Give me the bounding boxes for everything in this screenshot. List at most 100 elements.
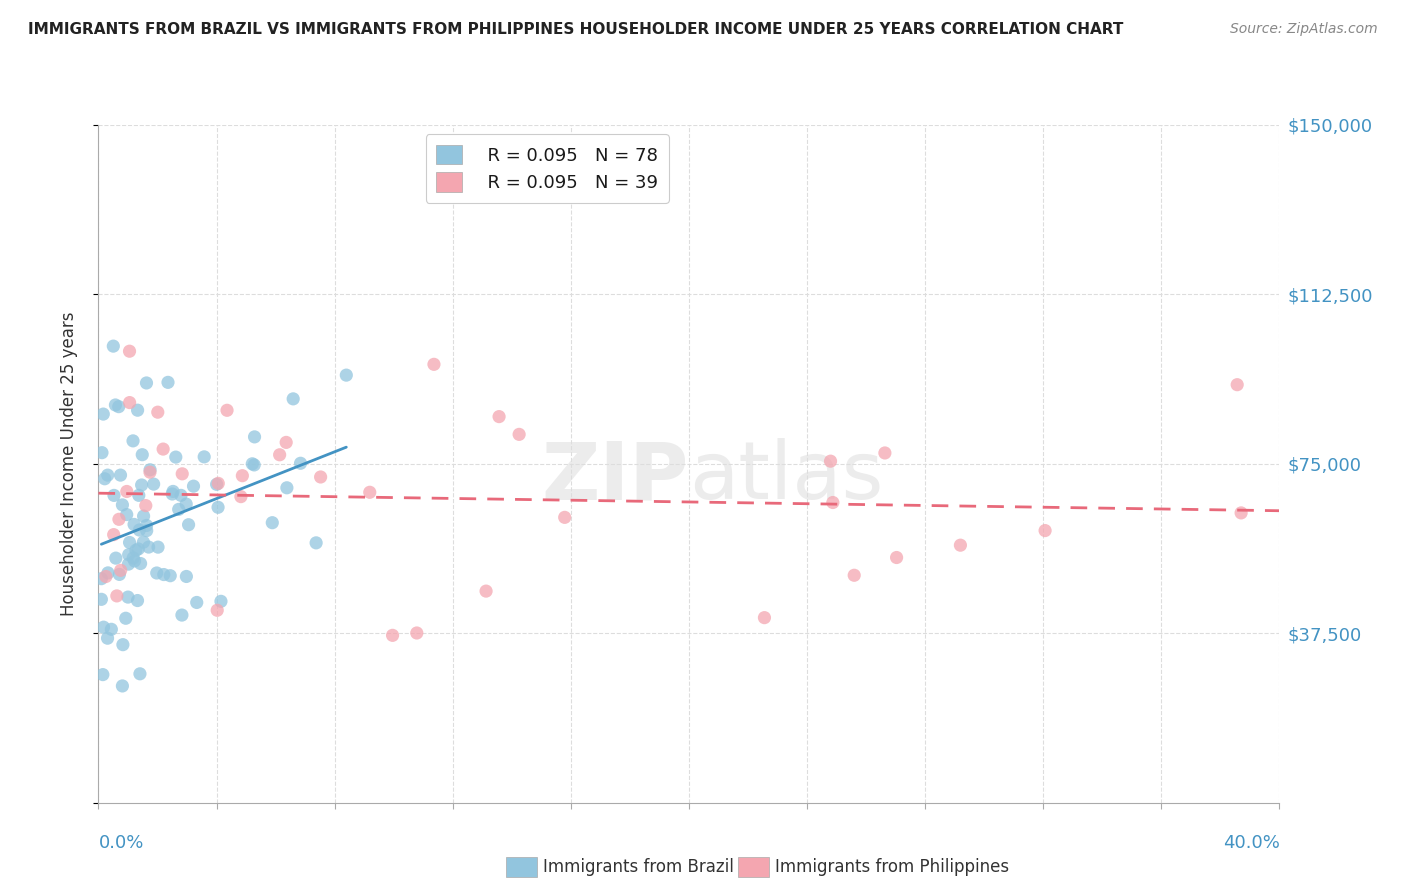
Point (114, 611, 136, 625)
Point (231, 468, 253, 483)
Point (139, 465, 162, 479)
Point (165, 450, 187, 464)
Point (488, 409, 510, 424)
Point (243, 458, 266, 472)
Point (103, 488, 125, 502)
Text: IMMIGRANTS FROM BRAZIL VS IMMIGRANTS FROM PHILIPPINES HOUSEHOLDER INCOME UNDER 2: IMMIGRANTS FROM BRAZIL VS IMMIGRANTS FRO… (28, 22, 1123, 37)
Point (183, 479, 205, 493)
Point (115, 484, 138, 499)
Point (240, 457, 263, 471)
Point (170, 608, 193, 623)
Point (97, 468, 120, 483)
Point (124, 554, 146, 568)
Point (844, 568, 866, 582)
Point (381, 628, 404, 642)
Point (309, 470, 332, 484)
Point (104, 398, 127, 412)
Point (128, 488, 150, 502)
Point (873, 446, 896, 460)
Point (111, 498, 134, 512)
Point (118, 395, 141, 409)
Point (475, 584, 498, 599)
Point (118, 535, 141, 549)
Point (115, 508, 138, 522)
Point (135, 499, 157, 513)
Point (359, 485, 381, 500)
Point (167, 502, 190, 516)
Point (125, 543, 148, 558)
Point (138, 540, 160, 554)
Text: 0.0%: 0.0% (98, 834, 143, 852)
Point (118, 344, 141, 359)
Point (215, 403, 238, 417)
Point (269, 448, 291, 462)
Y-axis label: Householder Income Under 25 years: Householder Income Under 25 years (59, 311, 77, 616)
Point (139, 463, 162, 477)
Point (132, 535, 155, 549)
Point (508, 427, 530, 442)
Point (111, 679, 134, 693)
Point (205, 603, 228, 617)
Point (118, 548, 141, 562)
Point (949, 538, 972, 552)
Point (135, 524, 157, 538)
Point (207, 500, 229, 515)
Point (335, 368, 357, 383)
Point (129, 557, 152, 571)
Point (276, 435, 298, 450)
Point (91, 445, 114, 459)
Point (146, 540, 169, 554)
Point (100, 623, 122, 637)
Point (207, 476, 229, 491)
Point (142, 477, 165, 491)
Point (159, 568, 181, 582)
Point (91, 407, 114, 421)
Point (103, 527, 125, 541)
Point (1230, 506, 1253, 520)
Point (127, 403, 149, 417)
Point (90, 592, 112, 607)
Point (122, 551, 145, 566)
Point (131, 448, 153, 462)
Point (117, 590, 139, 604)
Point (1033, 524, 1056, 538)
Point (110, 563, 132, 577)
Point (122, 434, 145, 448)
Point (93, 472, 115, 486)
Point (127, 593, 149, 607)
Point (96, 631, 118, 645)
Point (91, 667, 114, 681)
Point (152, 442, 174, 456)
Point (111, 638, 134, 652)
Point (93, 620, 115, 634)
Point (754, 610, 776, 624)
Point (103, 339, 125, 353)
Text: Immigrants from Brazil: Immigrants from Brazil (543, 858, 734, 876)
Text: 40.0%: 40.0% (1223, 834, 1279, 852)
Point (145, 566, 167, 580)
Point (193, 450, 215, 464)
Point (405, 626, 427, 640)
Point (209, 594, 232, 608)
Point (186, 595, 208, 609)
Point (423, 357, 446, 371)
Point (107, 400, 129, 414)
Point (129, 666, 152, 681)
Point (152, 567, 174, 582)
Point (262, 516, 284, 530)
Point (305, 536, 328, 550)
Point (146, 405, 169, 419)
Point (135, 376, 157, 390)
Point (821, 495, 844, 509)
Point (128, 523, 150, 537)
Point (177, 517, 200, 532)
Point (117, 557, 139, 571)
Point (243, 430, 266, 444)
Point (97, 566, 120, 580)
Point (105, 589, 128, 603)
Point (156, 376, 179, 390)
Point (290, 456, 312, 470)
Point (283, 392, 305, 406)
Text: Source: ZipAtlas.com: Source: ZipAtlas.com (1230, 22, 1378, 37)
Point (108, 512, 131, 526)
